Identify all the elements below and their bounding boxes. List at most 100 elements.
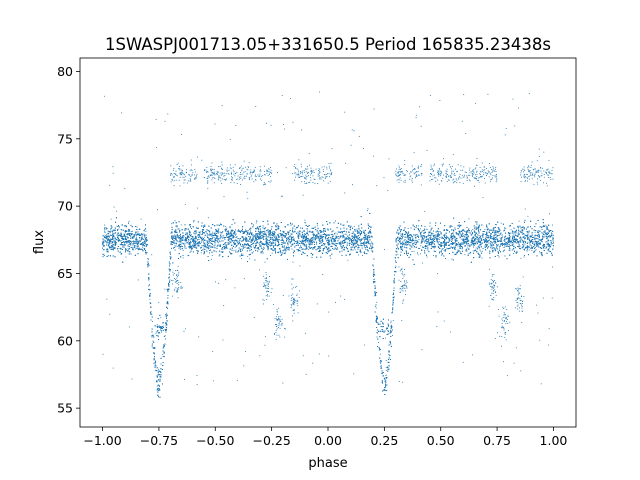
- data-point: [510, 229, 512, 231]
- data-point: [486, 226, 488, 228]
- data-point: [379, 361, 381, 363]
- data-point: [486, 226, 488, 228]
- data-point: [316, 230, 318, 232]
- data-point: [318, 239, 320, 241]
- data-point: [227, 241, 229, 243]
- data-point: [104, 240, 106, 241]
- data-point: [495, 246, 497, 248]
- data-point: [331, 233, 333, 235]
- data-point: [309, 230, 311, 232]
- data-point: [364, 236, 365, 238]
- data-point: [473, 231, 475, 233]
- data-point: [475, 247, 477, 249]
- data-point: [219, 237, 221, 239]
- data-point: [537, 241, 539, 243]
- data-point: [520, 241, 522, 243]
- data-point: [456, 252, 458, 253]
- data-point: [131, 233, 133, 235]
- data-point: [180, 244, 182, 245]
- data-point: [207, 243, 209, 245]
- data-point: [144, 235, 146, 237]
- data-point: [106, 244, 108, 246]
- data-point: [178, 245, 179, 247]
- data-point: [135, 232, 137, 234]
- data-point: [358, 227, 360, 229]
- data-point: [436, 240, 438, 242]
- data-point: [354, 249, 356, 251]
- data-point: [534, 231, 536, 233]
- data-point: [534, 238, 536, 239]
- data-point: [408, 239, 410, 241]
- data-point: [104, 230, 105, 232]
- data-point: [365, 237, 367, 239]
- data-point: [515, 242, 517, 244]
- data-point: [196, 237, 198, 239]
- data-point: [178, 247, 180, 249]
- data-point: [415, 240, 417, 242]
- data-point: [249, 250, 250, 252]
- data-point: [354, 235, 356, 237]
- data-point: [307, 230, 308, 232]
- data-point: [105, 235, 107, 237]
- data-point: [326, 235, 327, 237]
- data-point: [263, 249, 265, 250]
- data-point: [128, 231, 130, 233]
- data-point: [187, 241, 189, 243]
- data-point: [185, 238, 187, 240]
- data-point: [492, 247, 493, 249]
- data-point: [125, 232, 127, 234]
- data-point: [413, 246, 415, 248]
- data-point: [411, 243, 413, 245]
- data-point: [512, 252, 514, 254]
- data-point: [317, 229, 319, 231]
- data-point: [180, 224, 182, 226]
- data-point: [334, 240, 336, 242]
- data-point: [145, 230, 147, 232]
- data-point: [421, 250, 423, 251]
- data-point: [332, 243, 334, 245]
- data-point: [155, 332, 157, 334]
- data-point: [189, 231, 191, 233]
- data-point: [233, 250, 235, 252]
- data-point: [179, 249, 181, 250]
- data-point: [254, 238, 256, 240]
- data-point: [399, 232, 401, 234]
- data-point: [264, 232, 266, 234]
- data-point: [189, 239, 191, 241]
- data-point: [436, 231, 438, 233]
- data-point: [190, 224, 192, 226]
- data-point: [356, 236, 358, 238]
- data-point: [227, 239, 229, 241]
- data-point: [245, 237, 247, 239]
- data-point: [218, 242, 219, 244]
- data-point: [535, 247, 536, 249]
- data-point: [176, 233, 178, 235]
- data-point: [292, 244, 294, 246]
- data-point: [390, 328, 392, 329]
- data-point: [518, 226, 520, 228]
- data-point: [324, 228, 326, 230]
- data-point: [263, 246, 264, 248]
- data-point: [375, 292, 377, 294]
- data-point: [372, 265, 374, 267]
- data-point: [147, 258, 148, 260]
- data-point: [147, 260, 149, 262]
- data-point: [501, 241, 503, 243]
- data-point: [195, 237, 197, 239]
- data-point: [333, 240, 335, 242]
- data-point: [385, 359, 387, 361]
- data-point: [297, 243, 299, 244]
- data-point: [404, 242, 406, 244]
- data-point: [422, 239, 424, 241]
- data-point: [322, 248, 324, 250]
- data-point: [306, 232, 308, 234]
- data-point: [426, 246, 428, 247]
- data-point: [531, 245, 533, 247]
- data-point: [494, 237, 496, 239]
- data-point: [424, 241, 426, 243]
- data-point: [515, 252, 517, 254]
- data-point: [433, 255, 434, 257]
- data-point: [330, 257, 332, 259]
- data-point: [148, 285, 149, 287]
- data-point: [417, 225, 419, 227]
